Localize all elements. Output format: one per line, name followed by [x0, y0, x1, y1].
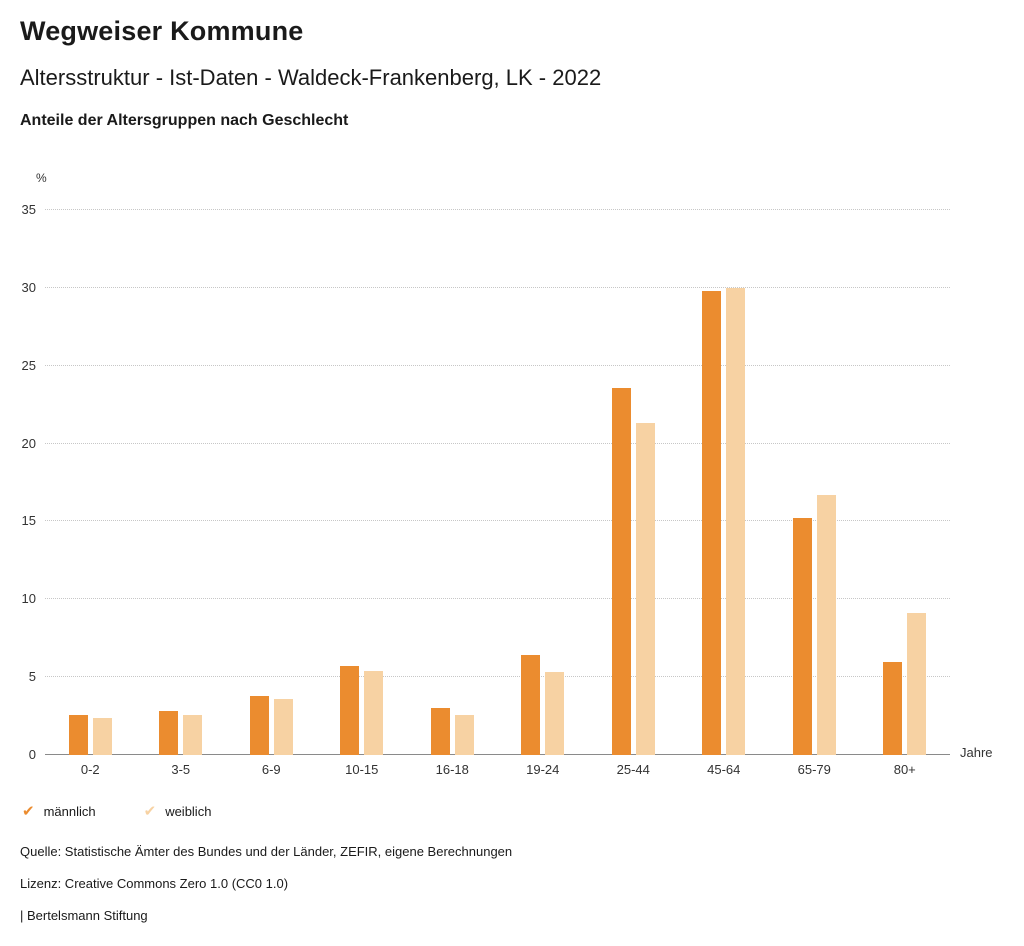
bar-männlich-3-5[interactable]	[159, 711, 179, 755]
x-tick-label-16-18: 16-18	[435, 762, 469, 777]
bar-group-45-64	[679, 210, 770, 755]
bar-group-65-79	[769, 210, 860, 755]
bar-group-19-24	[498, 210, 589, 755]
legend-item-weiblich[interactable]: ✔ weiblich	[144, 804, 212, 819]
license-text: Lizenz: Creative Commons Zero 1.0 (CC0 1…	[20, 876, 289, 891]
bar-männlich-80+[interactable]	[883, 661, 903, 755]
y-tick-label: 35	[21, 202, 36, 217]
x-tick-label-10-15: 10-15	[345, 762, 379, 777]
x-tick-label-25-44: 25-44	[616, 762, 650, 777]
source-text: Quelle: Statistische Ämter des Bundes un…	[20, 844, 513, 859]
footer: Quelle: Statistische Ämter des Bundes un…	[20, 844, 512, 940]
y-tick-label: 0	[28, 747, 36, 762]
y-axis-unit-label: %	[36, 171, 47, 185]
y-tick-label: 5	[28, 669, 36, 685]
bar-männlich-65-79[interactable]	[792, 518, 812, 755]
bar-group-10-15	[317, 210, 408, 755]
chart-measure-title: Anteile der Altersgruppen nach Geschlech…	[20, 112, 349, 129]
x-tick-label-65-79: 65-79	[797, 762, 831, 777]
bar-männlich-6-9[interactable]	[249, 695, 269, 755]
bar-weiblich-80+[interactable]	[907, 613, 927, 755]
bar-weiblich-45-64[interactable]	[726, 287, 746, 755]
bar-group-0-2	[45, 210, 136, 755]
gridline	[45, 676, 950, 678]
bar-weiblich-19-24[interactable]	[545, 672, 565, 755]
gridline	[45, 520, 950, 522]
legend-item-männlich[interactable]: ✔ männlich	[22, 804, 96, 819]
bar-group-25-44	[588, 210, 679, 755]
y-tick-label: 10	[21, 591, 36, 607]
y-tick-label: 15	[21, 513, 36, 529]
chart-legend: ✔ männlich ✔ weiblich	[22, 804, 211, 819]
bar-chart: % 0-2 3-5 6-9 10-15 16-18 19-24 25-44 45-64 65-7…	[20, 165, 1004, 805]
bar-männlich-0-2[interactable]	[68, 714, 88, 755]
x-axis-baseline	[45, 754, 950, 755]
bar-group-6-9	[226, 210, 317, 755]
legend-label: weiblich	[165, 804, 212, 819]
x-tick-label-45-64: 45-64	[707, 762, 741, 777]
chart-subtitle: Altersstruktur - Ist-Daten - Waldeck-Fra…	[20, 65, 602, 90]
x-tick-label-0-2: 0-2	[80, 762, 100, 777]
y-tick-label: 20	[21, 435, 36, 451]
bar-groups	[45, 210, 950, 755]
gridline	[45, 364, 950, 366]
x-axis-unit-label: Jahre	[960, 745, 993, 760]
bar-group-80+	[860, 210, 951, 755]
bar-weiblich-3-5[interactable]	[183, 714, 203, 755]
gridline	[45, 286, 950, 288]
bar-männlich-10-15[interactable]	[340, 666, 360, 755]
x-tick-label-19-24: 19-24	[526, 762, 560, 777]
bar-weiblich-16-18[interactable]	[454, 714, 474, 755]
bar-männlich-19-24[interactable]	[521, 655, 541, 755]
x-tick-label-80+: 80+	[893, 762, 916, 777]
bar-weiblich-0-2[interactable]	[92, 717, 112, 755]
plot-area: 0-2 3-5 6-9 10-15 16-18 19-24 25-44 45-64 65-79 8…	[22, 203, 993, 778]
x-tick-label-6-9: 6-9	[261, 762, 281, 777]
bar-group-3-5	[136, 210, 227, 755]
bar-weiblich-10-15[interactable]	[364, 670, 384, 755]
x-tick-label-3-5: 3-5	[171, 762, 191, 777]
gridline	[45, 442, 950, 444]
bar-männlich-25-44[interactable]	[611, 387, 631, 755]
bar-männlich-16-18[interactable]	[430, 708, 450, 755]
header: Wegweiser Kommune Altersstruktur - Ist-D…	[20, 16, 1004, 130]
x-axis-labels: 0-2 3-5 6-9 10-15 16-18 19-24 25-44 45-64 65-79 8…	[45, 762, 950, 777]
legend-label: männlich	[43, 804, 96, 819]
gridline	[45, 209, 950, 210]
bar-weiblich-25-44[interactable]	[635, 423, 655, 755]
y-tick-label: 25	[21, 357, 36, 373]
bar-männlich-45-64[interactable]	[702, 290, 722, 755]
gridline	[45, 598, 950, 600]
page-title: Wegweiser Kommune	[20, 16, 304, 46]
bar-weiblich-6-9[interactable]	[273, 698, 293, 755]
legend-check-icon: ✔	[22, 803, 35, 820]
bar-group-16-18	[407, 210, 498, 755]
y-tick-label: 30	[21, 279, 36, 295]
attribution-text: | Bertelsmann Stiftung	[20, 908, 148, 923]
legend-check-icon: ✔	[143, 803, 157, 820]
bar-weiblich-65-79[interactable]	[816, 494, 836, 755]
